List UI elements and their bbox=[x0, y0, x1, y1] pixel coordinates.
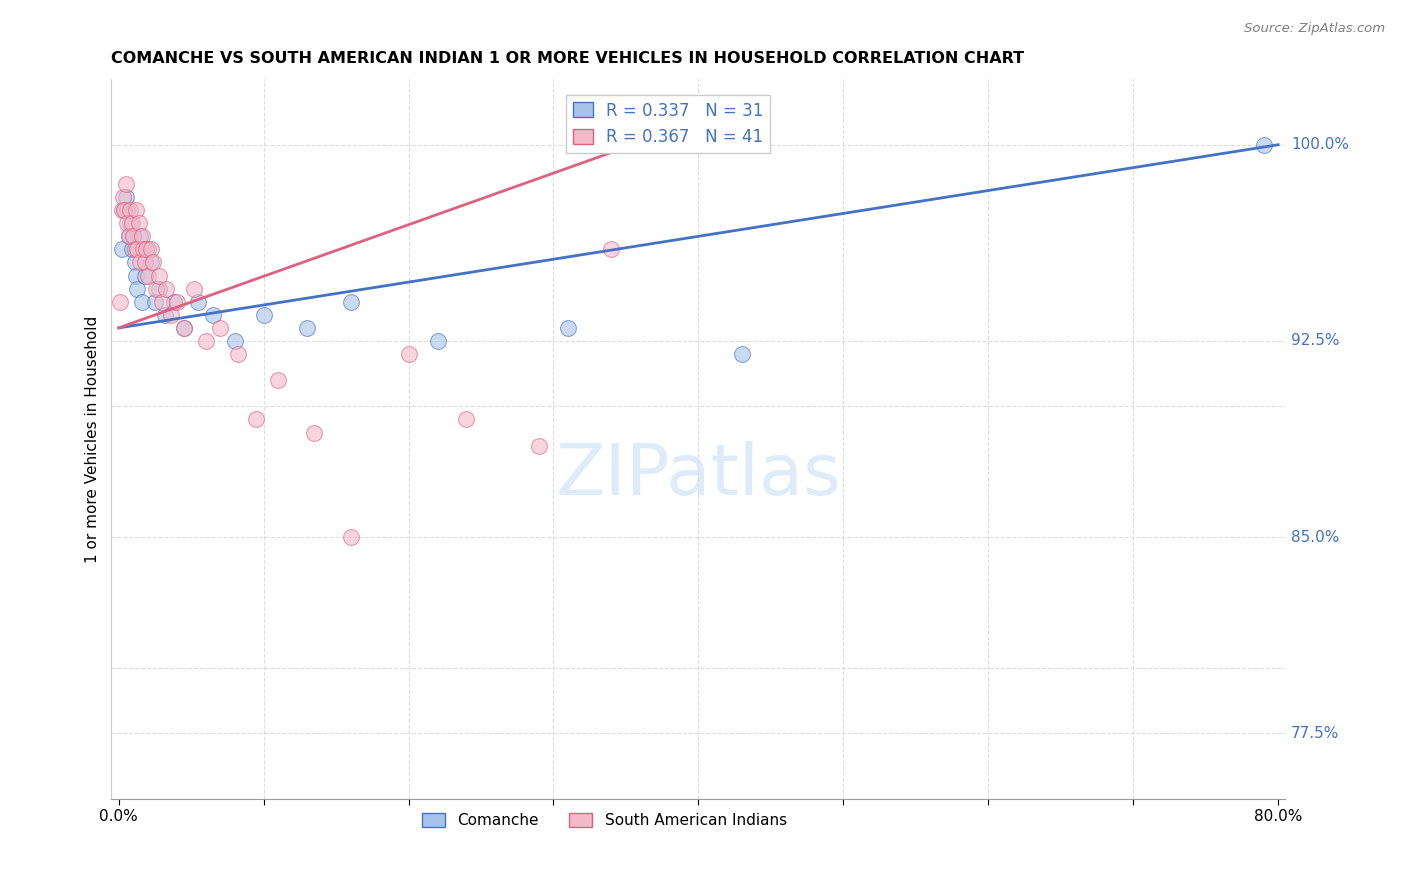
Point bbox=[111, 190, 134, 204]
Text: Source: ZipAtlas.com: Source: ZipAtlas.com bbox=[1244, 22, 1385, 36]
Point bbox=[127, 243, 149, 257]
Point bbox=[209, 321, 232, 335]
Point bbox=[118, 229, 141, 244]
Legend: Comanche, South American Indians: Comanche, South American Indians bbox=[416, 807, 793, 834]
Text: 92.5%: 92.5% bbox=[1291, 334, 1340, 349]
Point bbox=[115, 190, 138, 204]
Point bbox=[122, 229, 145, 244]
Point bbox=[245, 412, 267, 426]
Y-axis label: 1 or more Vehicles in Household: 1 or more Vehicles in Household bbox=[86, 316, 100, 563]
Point bbox=[139, 255, 162, 269]
Point bbox=[527, 439, 550, 453]
Point bbox=[115, 177, 138, 191]
Point bbox=[121, 243, 143, 257]
Point bbox=[155, 282, 177, 296]
Point bbox=[187, 294, 209, 309]
Point bbox=[456, 412, 478, 426]
Point bbox=[128, 216, 150, 230]
Point bbox=[131, 294, 153, 309]
Point bbox=[173, 321, 195, 335]
Point bbox=[118, 229, 141, 244]
Point bbox=[150, 294, 173, 309]
Text: ZIPatlas: ZIPatlas bbox=[555, 441, 841, 509]
Text: COMANCHE VS SOUTH AMERICAN INDIAN 1 OR MORE VEHICLES IN HOUSEHOLD CORRELATION CH: COMANCHE VS SOUTH AMERICAN INDIAN 1 OR M… bbox=[111, 51, 1025, 66]
Point bbox=[134, 268, 156, 283]
Point bbox=[295, 321, 318, 335]
Point bbox=[153, 308, 176, 322]
Point bbox=[731, 347, 754, 361]
Point bbox=[114, 203, 136, 218]
Point bbox=[124, 255, 146, 269]
Point bbox=[108, 294, 131, 309]
Point bbox=[267, 373, 290, 387]
Point bbox=[121, 216, 143, 230]
Point bbox=[1253, 137, 1275, 152]
Point bbox=[163, 294, 186, 309]
Point bbox=[142, 255, 165, 269]
Point bbox=[129, 255, 152, 269]
Point bbox=[148, 268, 170, 283]
Point bbox=[252, 308, 274, 322]
Point bbox=[120, 203, 142, 218]
Point bbox=[110, 203, 132, 218]
Point bbox=[135, 243, 157, 257]
Point bbox=[600, 243, 623, 257]
Point bbox=[304, 425, 326, 440]
Point bbox=[117, 203, 139, 218]
Point bbox=[145, 282, 167, 296]
Point bbox=[398, 347, 420, 361]
Point bbox=[120, 216, 142, 230]
Point bbox=[125, 203, 148, 218]
Point bbox=[148, 282, 170, 296]
Point bbox=[139, 243, 162, 257]
Point bbox=[339, 530, 361, 544]
Point bbox=[201, 308, 224, 322]
Text: 77.5%: 77.5% bbox=[1291, 726, 1340, 741]
Point bbox=[160, 308, 183, 322]
Point bbox=[129, 229, 152, 244]
Point bbox=[224, 334, 246, 348]
Point bbox=[557, 321, 579, 335]
Point bbox=[143, 294, 166, 309]
Point bbox=[173, 321, 195, 335]
Point bbox=[132, 243, 155, 257]
Point bbox=[136, 243, 159, 257]
Point bbox=[122, 229, 145, 244]
Point bbox=[110, 243, 132, 257]
Point bbox=[226, 347, 249, 361]
Point bbox=[117, 216, 139, 230]
Point bbox=[134, 255, 156, 269]
Point bbox=[426, 334, 449, 348]
Point bbox=[136, 268, 159, 283]
Point bbox=[125, 268, 148, 283]
Point bbox=[339, 294, 361, 309]
Point bbox=[124, 243, 146, 257]
Point bbox=[194, 334, 217, 348]
Point bbox=[183, 282, 205, 296]
Text: 100.0%: 100.0% bbox=[1291, 137, 1350, 153]
Point bbox=[114, 203, 136, 218]
Point bbox=[127, 282, 149, 296]
Point bbox=[131, 229, 153, 244]
Point bbox=[166, 294, 188, 309]
Text: 85.0%: 85.0% bbox=[1291, 530, 1340, 545]
